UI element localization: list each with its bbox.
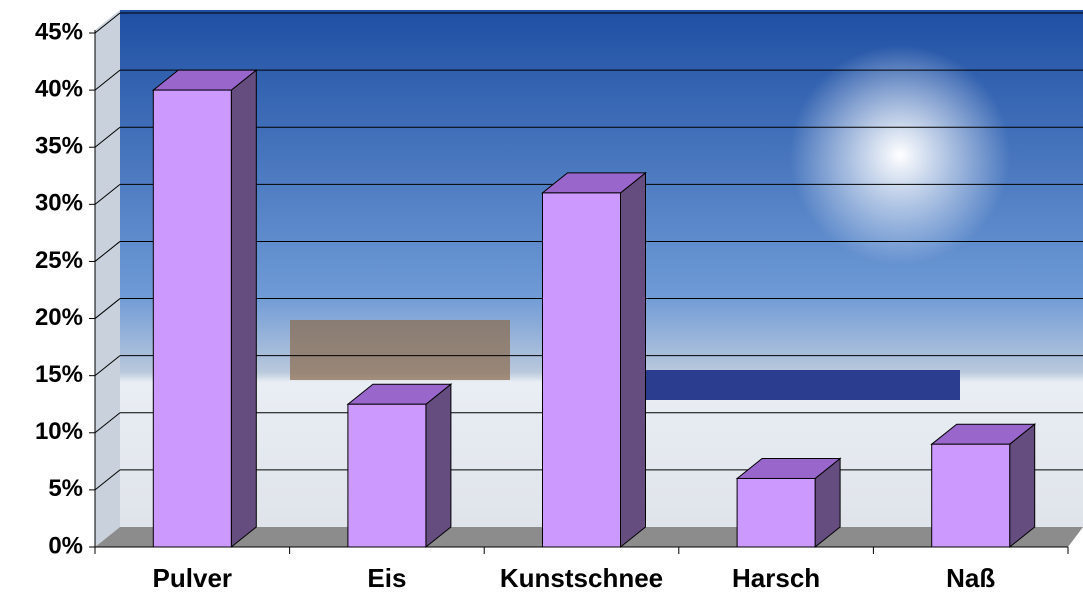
grid-line: [94, 69, 121, 91]
x-tick-label: Naß: [946, 563, 995, 593]
bar-side: [620, 171, 646, 549]
bar: [736, 477, 816, 548]
grid-line: [94, 241, 121, 262]
grid-line: [94, 469, 121, 491]
bar-side: [1009, 423, 1036, 549]
y-tick-label: 5%: [48, 475, 83, 502]
y-tick-label: 35%: [35, 133, 83, 160]
x-tick-label: Pulver: [153, 563, 233, 593]
y-tick-label: 45%: [35, 18, 83, 45]
bar-side: [230, 69, 257, 549]
y-tick-label: 30%: [35, 190, 83, 217]
bar: [152, 89, 232, 548]
bar: [931, 443, 1011, 548]
bar: [347, 403, 427, 548]
y-tick-label: 15%: [35, 361, 83, 388]
y-tick-label: 40%: [35, 75, 83, 102]
bar-side: [425, 383, 452, 549]
grid-line: [94, 183, 121, 205]
grid-line: [94, 126, 121, 148]
y-tick-label: 10%: [35, 418, 83, 445]
x-tick-label: Eis: [367, 563, 406, 593]
y-tick-label: 20%: [35, 304, 83, 331]
grid-line: [94, 12, 121, 34]
x-tick-label: Kunstschnee: [500, 563, 663, 593]
grid-line: [94, 298, 121, 319]
bar: [542, 192, 621, 548]
grid-line: [94, 355, 121, 377]
x-tick-label: Harsch: [732, 563, 820, 593]
y-tick-label: 0%: [48, 532, 83, 559]
y-tick-label: 25%: [35, 247, 83, 274]
grid-line: [94, 412, 121, 434]
